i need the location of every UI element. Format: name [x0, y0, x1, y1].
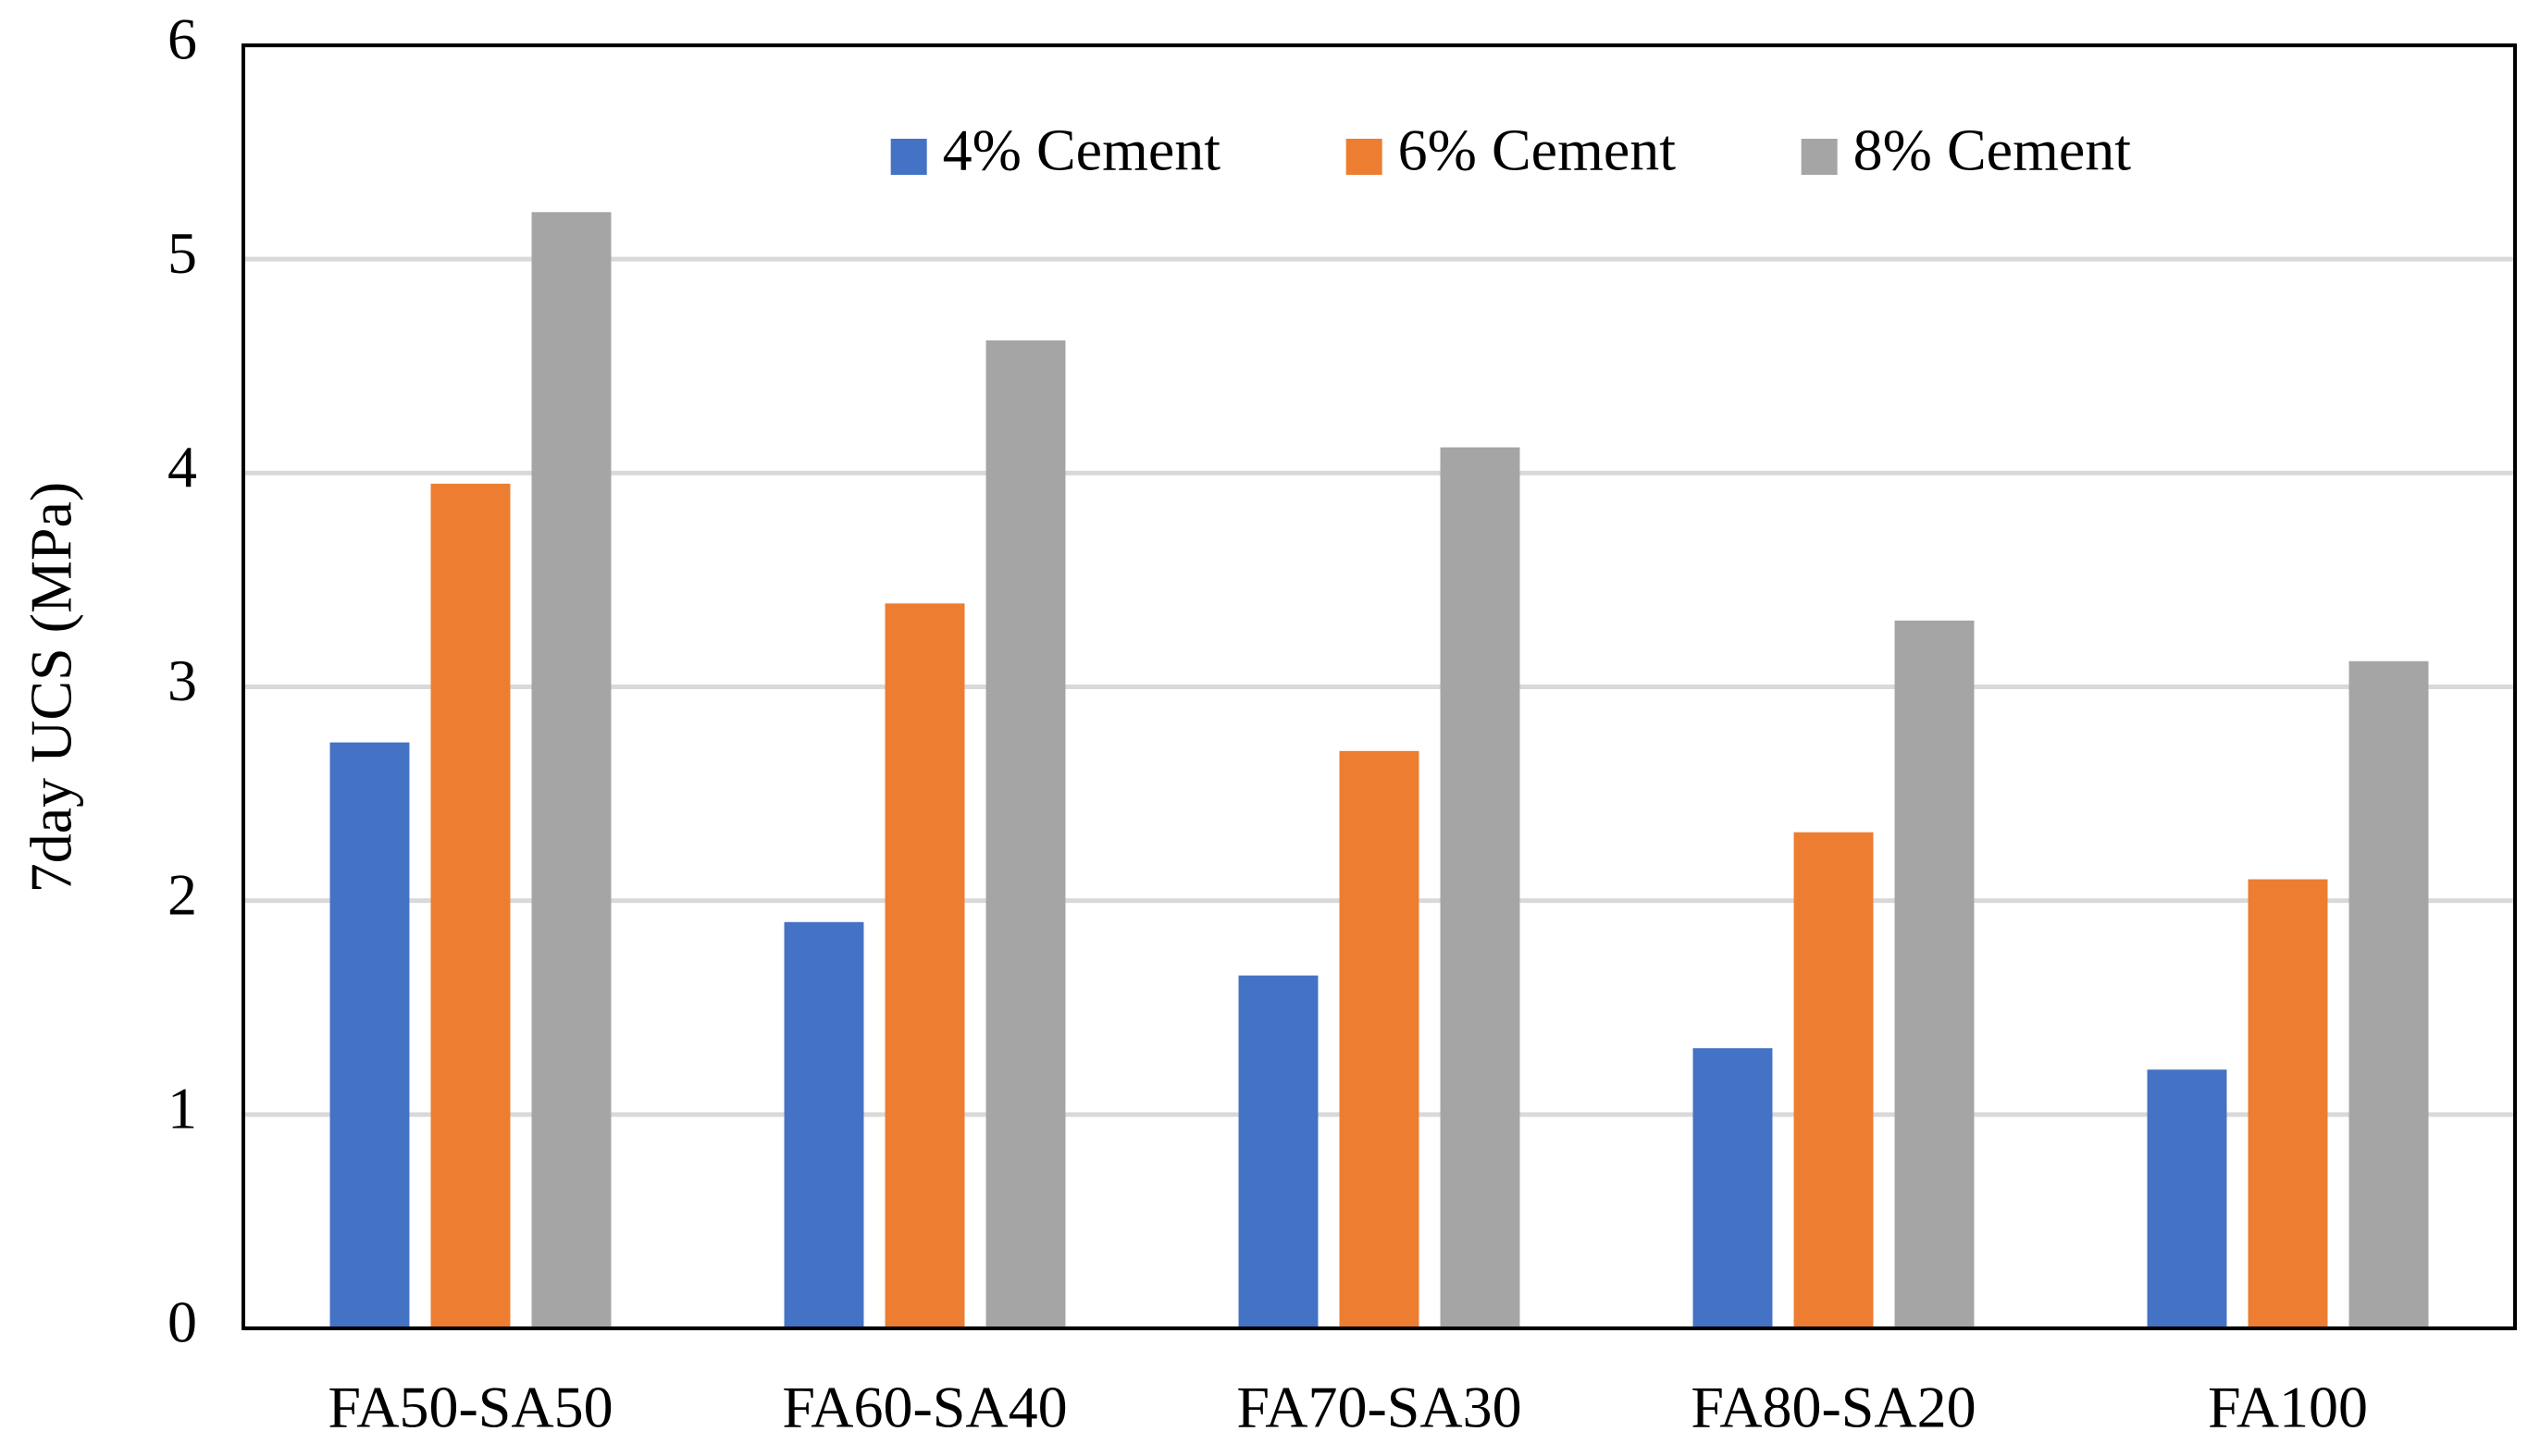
y-tick-label: 0 [167, 1289, 197, 1355]
bar [885, 603, 965, 1328]
bar [2248, 879, 2328, 1328]
y-tick-label: 6 [167, 6, 197, 72]
bar [531, 212, 612, 1328]
legend-swatch [890, 139, 927, 175]
bar [2147, 1069, 2227, 1328]
y-tick-label: 3 [167, 648, 197, 713]
plot-frame [242, 43, 2517, 1330]
x-tick-label: FA70-SA30 [1236, 1375, 1521, 1440]
legend-label: 4% Cement [943, 117, 1221, 183]
bar [1793, 832, 1874, 1328]
bar [1440, 447, 1520, 1328]
y-tick-label: 2 [167, 861, 197, 927]
x-tick-label: FA50-SA50 [328, 1375, 613, 1440]
x-tick-label: FA60-SA40 [782, 1375, 1067, 1440]
bar [1339, 750, 1419, 1328]
legend-swatch [1801, 139, 1838, 175]
bar [784, 921, 864, 1328]
bar [1692, 1048, 1773, 1328]
y-axis-label: 7day UCS (MPa) [19, 482, 84, 893]
legend-label: 6% Cement [1398, 117, 1677, 183]
x-tick-label: FA100 [2208, 1375, 2368, 1440]
legend-swatch [1345, 139, 1382, 175]
bar [1894, 620, 1975, 1328]
legend-label: 8% Cement [1853, 117, 2132, 183]
x-tick-label: FA80-SA20 [1691, 1375, 1976, 1440]
y-tick-label: 5 [167, 220, 197, 286]
y-tick-label: 1 [167, 1076, 197, 1141]
bar [329, 742, 410, 1328]
bar [985, 340, 1066, 1328]
y-tick-label: 4 [167, 434, 197, 500]
bar [1238, 975, 1319, 1328]
bar [430, 483, 511, 1328]
bar [2348, 660, 2429, 1328]
